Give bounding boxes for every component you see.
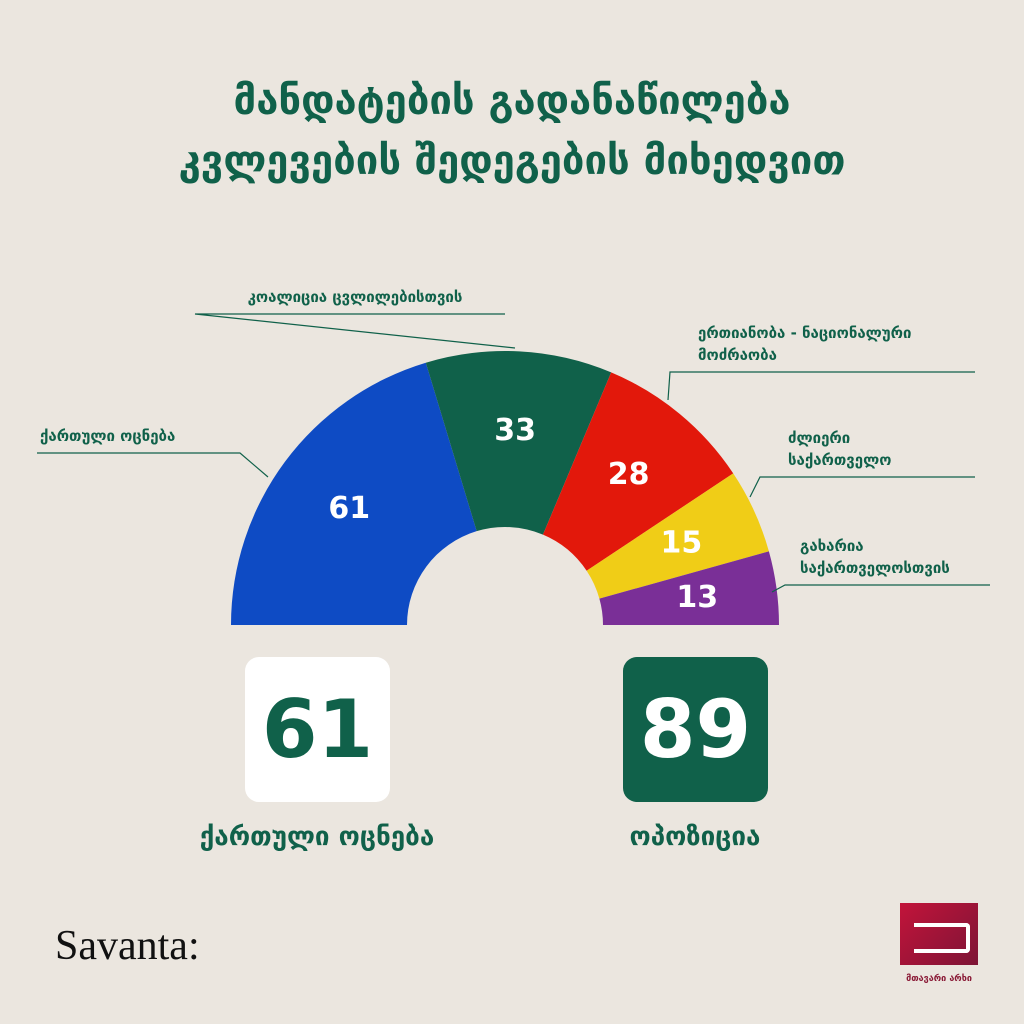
- leader-line: [771, 584, 990, 593]
- category-label: კოალიცია ცვლილებისთვის: [247, 288, 463, 306]
- leader-line: [667, 371, 975, 401]
- summary-label: ოპოზიცია: [629, 822, 761, 852]
- leader-line: [194, 313, 516, 349]
- right-logo-mark: [900, 903, 978, 965]
- value-label: 15: [661, 526, 703, 561]
- right-logo-text: მთავარი არხი: [906, 974, 972, 984]
- value-label: 28: [608, 457, 650, 492]
- title-line: კვლევების შედეგების მიხედვით: [178, 138, 846, 184]
- category-label: ერთიანობა - ნაციონალური მოძრაობა: [698, 324, 912, 364]
- segment: [599, 551, 779, 625]
- value-label: 33: [494, 413, 536, 448]
- summary-box: 61: [245, 657, 390, 802]
- segment: [231, 362, 477, 625]
- value-label: 13: [676, 580, 718, 615]
- segment: [542, 372, 734, 571]
- leader-line: [749, 476, 975, 498]
- value-label: 61: [328, 491, 370, 526]
- category-label: ძლიერი საქართველო: [788, 429, 892, 469]
- category-label: ქართული ოცნება: [40, 427, 176, 445]
- title-line: მანდატების გადანაწილება: [233, 78, 791, 124]
- summary-label: ქართული ოცნება: [199, 822, 435, 852]
- category-label: გახარია საქართველოსთვის: [800, 537, 950, 577]
- summary-box: 89: [623, 657, 768, 802]
- logo-shape: [914, 923, 970, 953]
- segment: [425, 350, 612, 535]
- left-logo: Savanta:: [55, 923, 200, 969]
- segment: [586, 473, 769, 599]
- leader-line: [37, 452, 269, 478]
